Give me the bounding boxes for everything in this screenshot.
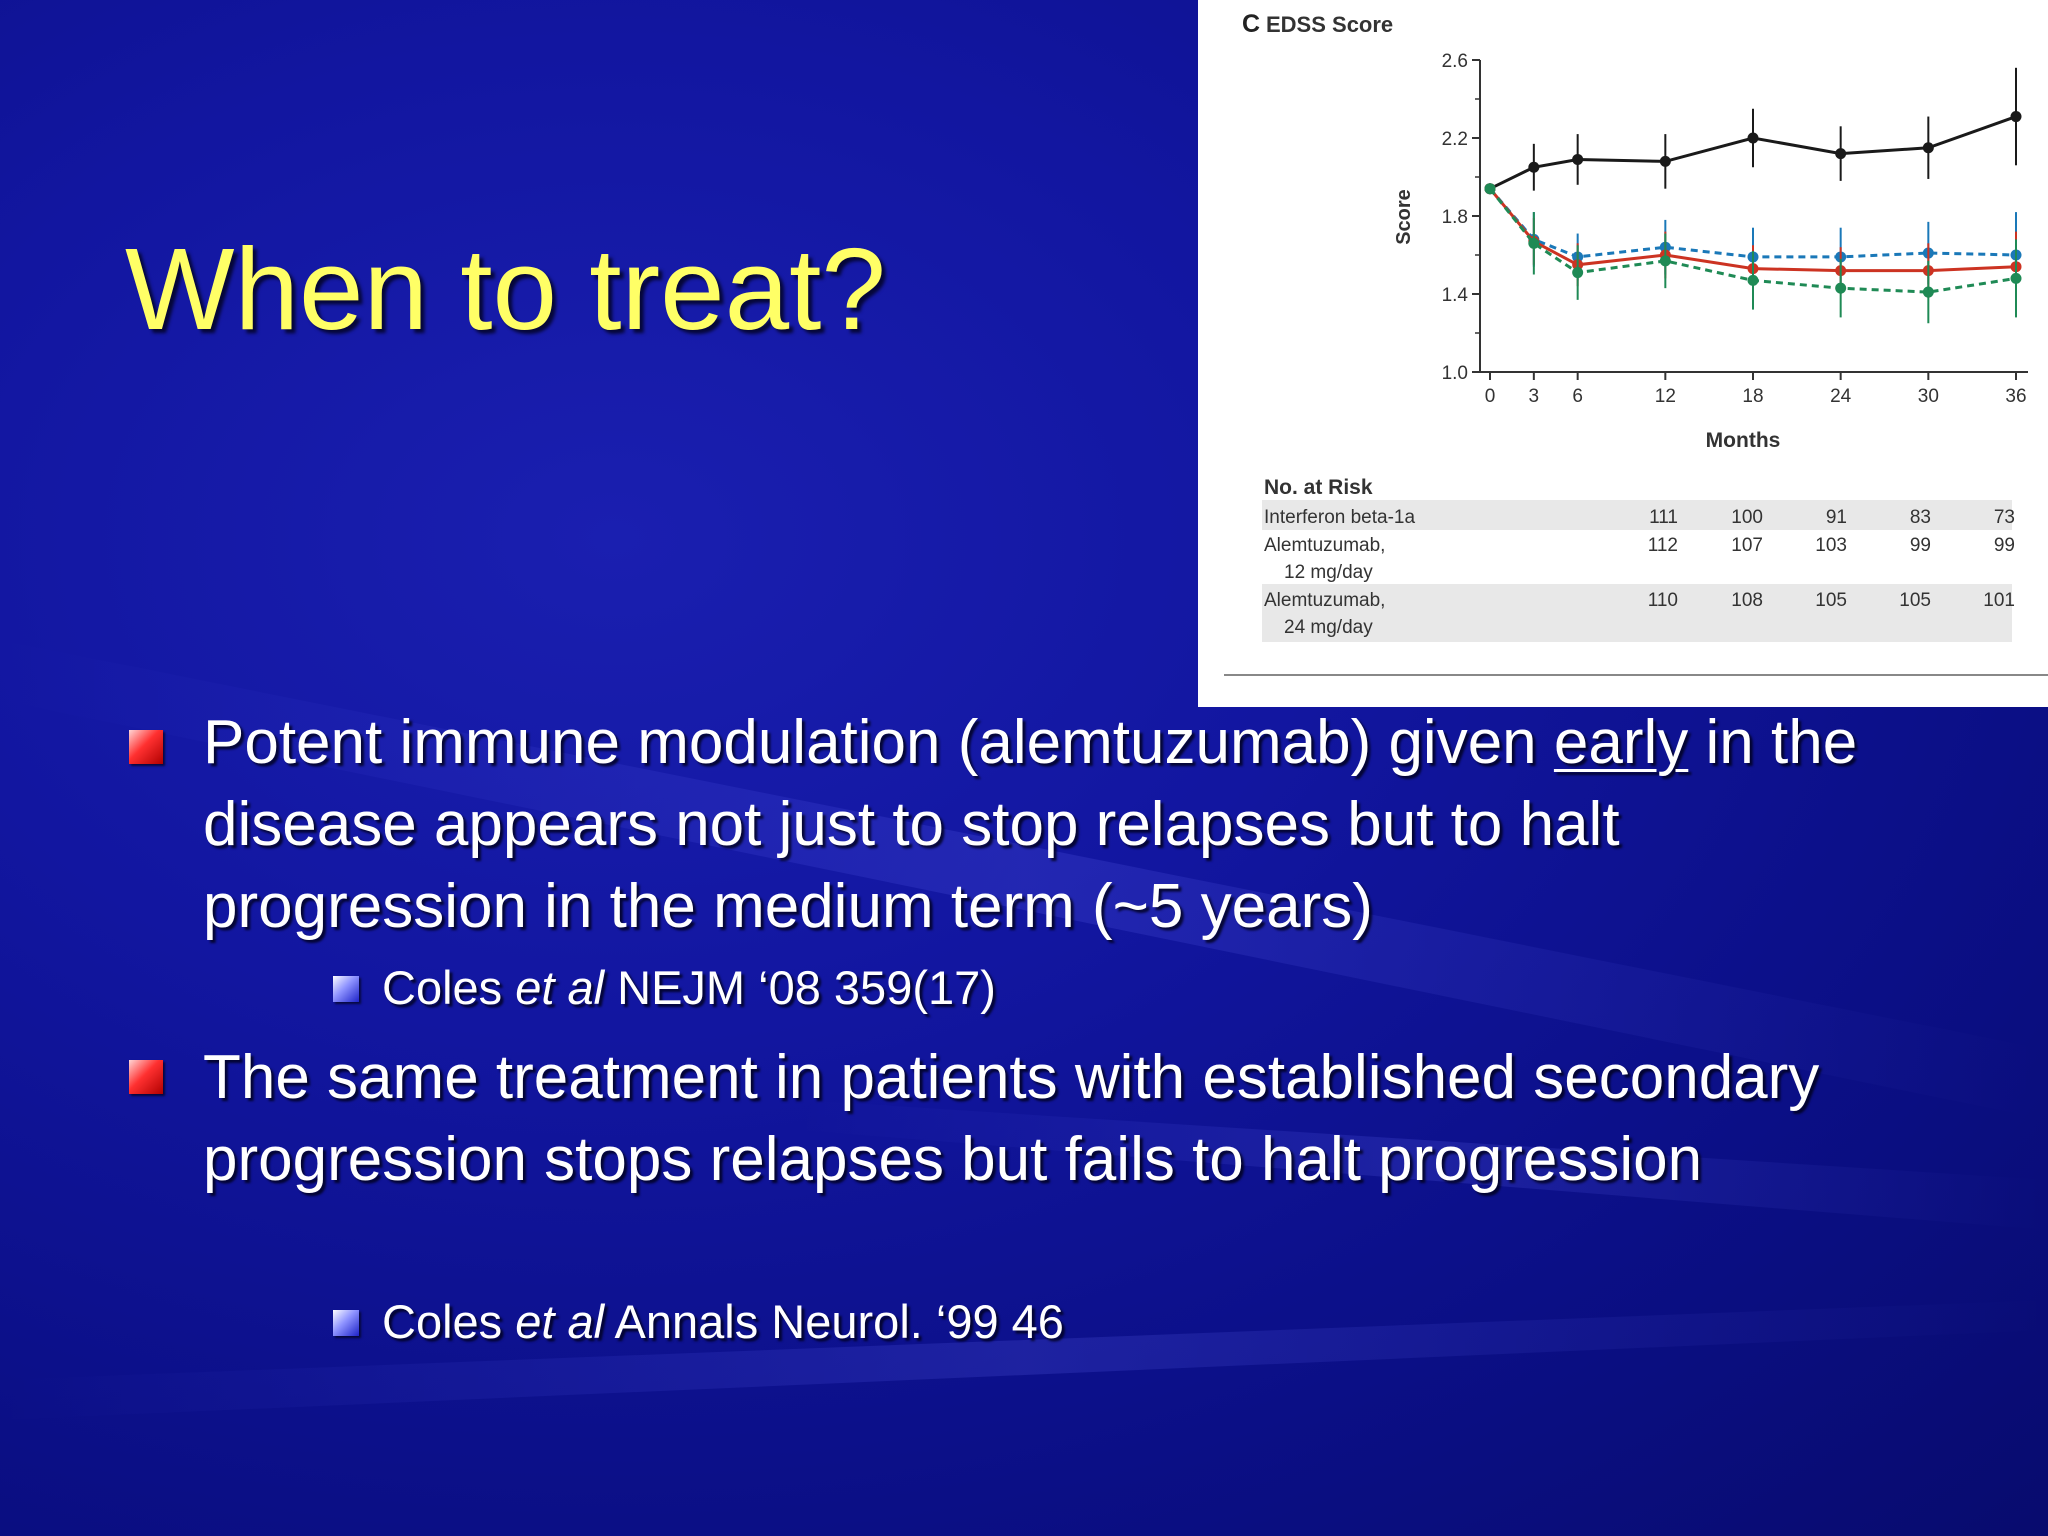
risk-row-label: Alemtuzumab,	[1264, 590, 1385, 611]
data-point-alem24	[1835, 282, 1847, 294]
data-point-interferon	[1572, 153, 1584, 165]
ref-source: NEJM ‘08 359(17)	[604, 961, 996, 1014]
ref-etal: et al	[515, 1295, 605, 1348]
risk-count: 105	[1815, 590, 1847, 611]
risk-row-label: Interferon beta-1a	[1264, 507, 1415, 528]
bullet-text: in the disease appears not just to stop …	[203, 708, 1858, 941]
risk-count: 99	[1994, 535, 2015, 556]
data-point-interferon	[1528, 161, 1540, 173]
data-point-alem24	[1922, 286, 1934, 298]
x-tick-label: 0	[1485, 386, 1496, 407]
x-tick-label: 3	[1529, 386, 1540, 407]
x-tick-label: 36	[2005, 386, 2026, 407]
bullet-text: The same treatment in patients with esta…	[203, 1043, 1820, 1194]
reference: Coles et al Annals Neurol. ‘99 46	[382, 1294, 1064, 1350]
risk-count: 107	[1731, 535, 1763, 556]
sub-bullet-square-icon	[333, 976, 359, 1002]
ref-author: Coles	[382, 1295, 516, 1348]
risk-count: 105	[1899, 590, 1931, 611]
series-line-alem24	[1488, 187, 2017, 294]
risk-count: 101	[1983, 590, 2015, 611]
bullet-text: Potent immune modulation (alemtuzumab) g…	[203, 708, 1554, 777]
sub-bullet-square-icon	[333, 1310, 359, 1336]
data-point-interferon	[2010, 111, 2022, 123]
data-point-alem24	[1528, 237, 1540, 249]
edss-figure: C EDSS Score 1.0 1.4 1.8 2.2 2.6 0 3 6 12 18 24 30 3…	[1198, 0, 2048, 707]
risk-row-sublabel: 24 mg/day	[1284, 617, 1373, 638]
data-point-interferon	[1659, 155, 1671, 167]
chart-series	[1484, 67, 2022, 324]
risk-count: 73	[1994, 507, 2015, 528]
x-tick-label: 6	[1572, 386, 1583, 407]
risk-count: 103	[1815, 535, 1847, 556]
risk-row-sublabel: 12 mg/day	[1284, 562, 1373, 583]
risk-heading: No. at Risk	[1264, 476, 1373, 499]
data-point-interferon	[1747, 132, 1759, 144]
bullet-item: The same treatment in patients with esta…	[203, 1037, 1903, 1201]
risk-row: Alemtuzumab, 24 mg/day 110 108 105 105 1…	[1264, 590, 2015, 638]
slide-title: When to treat?	[125, 224, 886, 354]
bullet-square-icon	[129, 1060, 163, 1094]
x-tick-label: 18	[1742, 386, 1763, 407]
series-line-blue	[1488, 187, 2017, 259]
risk-count: 99	[1910, 535, 1931, 556]
series-line-alem12	[1488, 187, 2017, 273]
y-tick-label: 1.4	[1442, 285, 1469, 306]
data-point-interferon	[1922, 142, 1934, 154]
bullet-square-icon	[129, 730, 163, 764]
data-point-alem24	[1659, 255, 1671, 267]
y-tick-label: 2.2	[1442, 129, 1468, 150]
reference: Coles et al NEJM ‘08 359(17)	[382, 960, 996, 1016]
risk-count: 112	[1648, 535, 1678, 556]
y-tick-label: 1.8	[1442, 207, 1468, 228]
x-tick-label: 12	[1655, 386, 1676, 407]
risk-row-label: Alemtuzumab,	[1264, 535, 1385, 556]
data-point-alem24	[2010, 272, 2022, 284]
risk-count: 100	[1731, 507, 1763, 528]
data-point-alem24	[1572, 267, 1584, 279]
series-line-interferon	[1489, 115, 2017, 191]
risk-count: 83	[1910, 507, 1931, 528]
edss-chart: C EDSS Score 1.01.41.82.22.60 3 6 12 18 24 30 3…	[1224, 10, 2048, 676]
data-point-alem24	[1484, 183, 1496, 195]
x-tick-label: 24	[1830, 386, 1852, 407]
ref-author: Coles	[382, 961, 516, 1014]
risk-row: Alemtuzumab, 12 mg/day 112 107 103 99 99…	[1264, 535, 2015, 583]
risk-count: 111	[1649, 507, 1678, 528]
risk-count: 108	[1731, 590, 1763, 611]
chart-axes: 1.01.41.82.22.60 3 6 12 18 24 30 36	[1442, 51, 2028, 407]
bullet-item: Potent immune modulation (alemtuzumab) g…	[203, 702, 1903, 948]
risk-count: 91	[1826, 507, 1847, 528]
ref-source: Annals Neurol. ‘99 46	[604, 1295, 1064, 1348]
y-tick-label: 1.0	[1442, 363, 1468, 384]
x-tick-label: 30	[1918, 386, 1939, 407]
panel-letter: C	[1242, 10, 1260, 38]
ref-etal: et al	[515, 961, 605, 1014]
x-axis-label: Months	[1706, 429, 1781, 452]
underlined-word: early	[1553, 708, 1689, 777]
y-axis-label: Score	[1393, 189, 1415, 245]
data-point-interferon	[1835, 148, 1847, 160]
y-tick-label: 2.6	[1442, 51, 1468, 72]
risk-count: 110	[1648, 590, 1678, 611]
data-point-alem24	[1747, 274, 1759, 286]
risk-row: Interferon beta-1a 111 100 91 83 73 71 6…	[1264, 507, 2015, 528]
chart-title: EDSS Score	[1266, 12, 1393, 37]
